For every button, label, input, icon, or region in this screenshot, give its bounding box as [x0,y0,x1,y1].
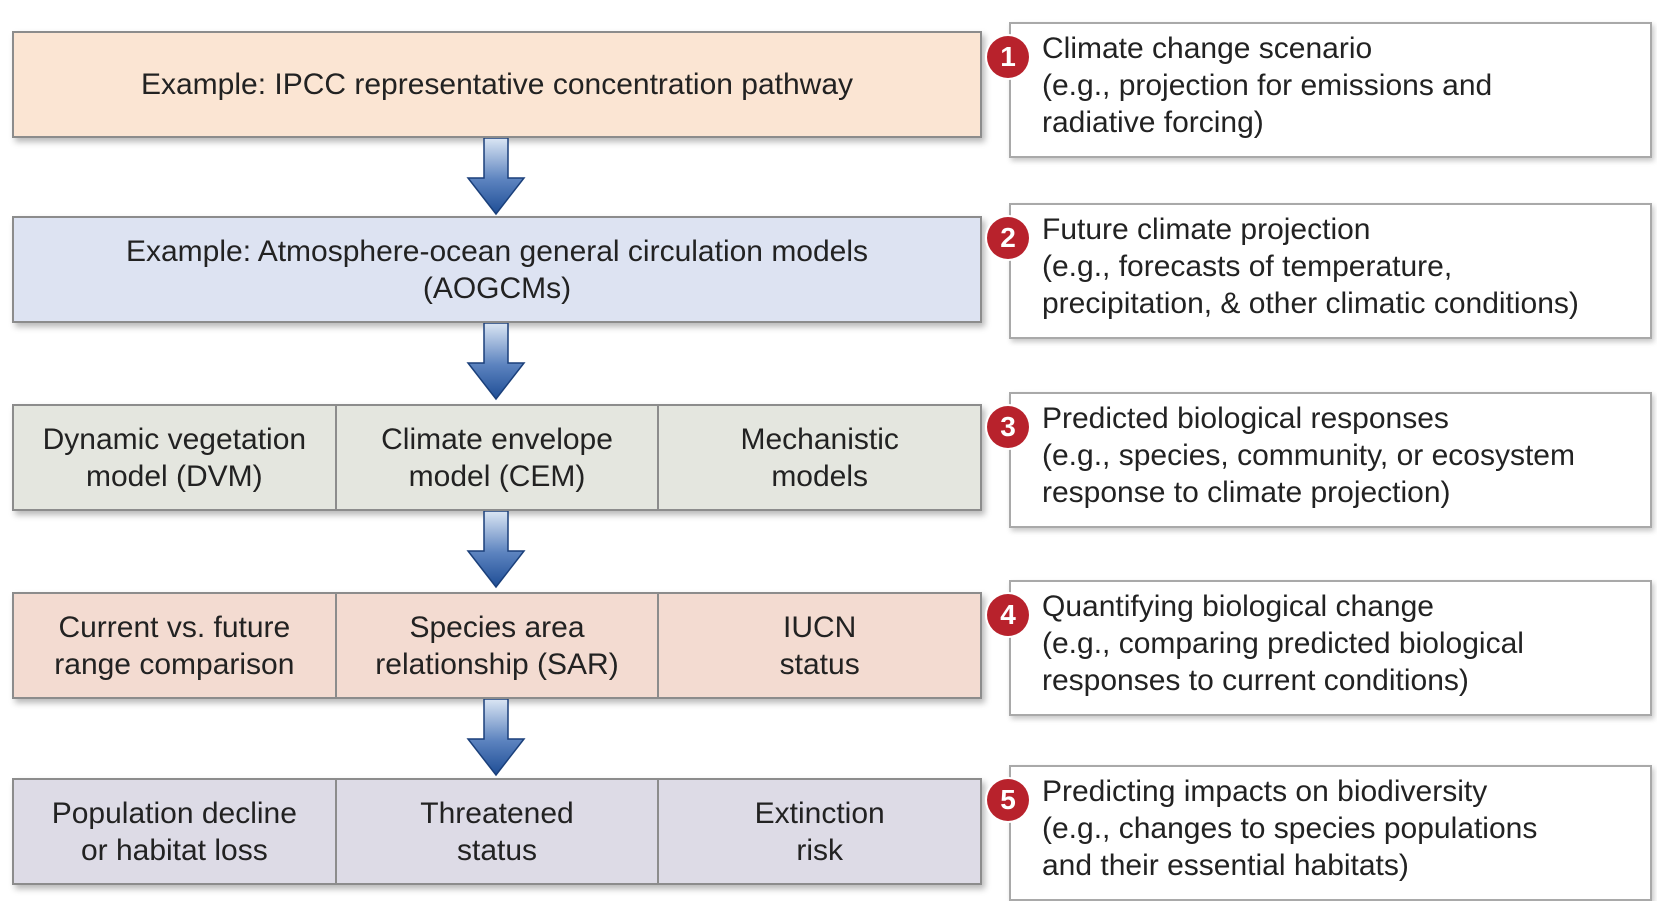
step-text-2: Future climate projection (e.g., forecas… [1042,213,1579,320]
flow-box-5-cell-2: Threatened status [334,780,658,883]
flow-box-3-cell-2: Climate envelope model (CEM) [334,406,658,509]
step-text-4: Quantifying biological change (e.g., com… [1042,590,1524,697]
flow-box-3: Dynamic vegetation model (DVM) Climate e… [12,404,982,511]
step-note-5: 5 Predicting impacts on biodiversity (e.… [987,765,1652,901]
flow-box-4: Current vs. future range comparison Spec… [12,592,982,699]
flow-box-3-cell-3: Mechanistic models [657,406,980,509]
step-note-1: 1 Climate change scenario (e.g., project… [987,22,1652,158]
flow-box-5-cell-1: Population decline or habitat loss [51,796,297,867]
step-note-3: 3 Predicted biological responses (e.g., … [987,392,1652,528]
flow-arrow-2 [466,323,526,401]
flow-arrow-3 [466,511,526,589]
flow-box-4-cell-2: Species area relationship (SAR) [334,594,658,697]
flow-box-1: Example: IPCC representative concentrati… [12,31,982,138]
flow-box-4-cell-1: Current vs. future range comparison [54,610,295,681]
step-text-5: Predicting impacts on biodiversity (e.g.… [1042,775,1538,882]
step-text-1: Climate change scenario (e.g., projectio… [1042,32,1493,139]
flow-box-2: Example: Atmosphere-ocean general circul… [12,216,982,323]
step-note-4: 4 Quantifying biological change (e.g., c… [987,580,1652,716]
flow-arrow-1 [466,138,526,216]
flow-arrow-4 [466,699,526,777]
step-note-2: 2 Future climate projection (e.g., forec… [987,203,1652,339]
step-text-3: Predicted biological responses (e.g., sp… [1042,402,1575,509]
flow-box-3-cell-1: Dynamic vegetation model (DVM) [42,422,307,493]
step-number-badge-2: 2 [987,217,1029,259]
flow-box-5: Population decline or habitat loss Threa… [12,778,982,885]
step-number-badge-3: 3 [987,406,1029,448]
flow-box-1-cell-1: Example: IPCC representative concentrati… [140,68,854,101]
flow-box-2-cell-1: Example: Atmosphere-ocean general circul… [125,234,869,305]
step-number-badge-4: 4 [987,594,1029,636]
flow-box-4-cell-3: IUCN status [657,594,980,697]
step-number-badge-1: 1 [987,36,1029,78]
flow-box-5-cell-3: Extinction risk [657,780,980,883]
step-number-badge-5: 5 [987,779,1029,821]
